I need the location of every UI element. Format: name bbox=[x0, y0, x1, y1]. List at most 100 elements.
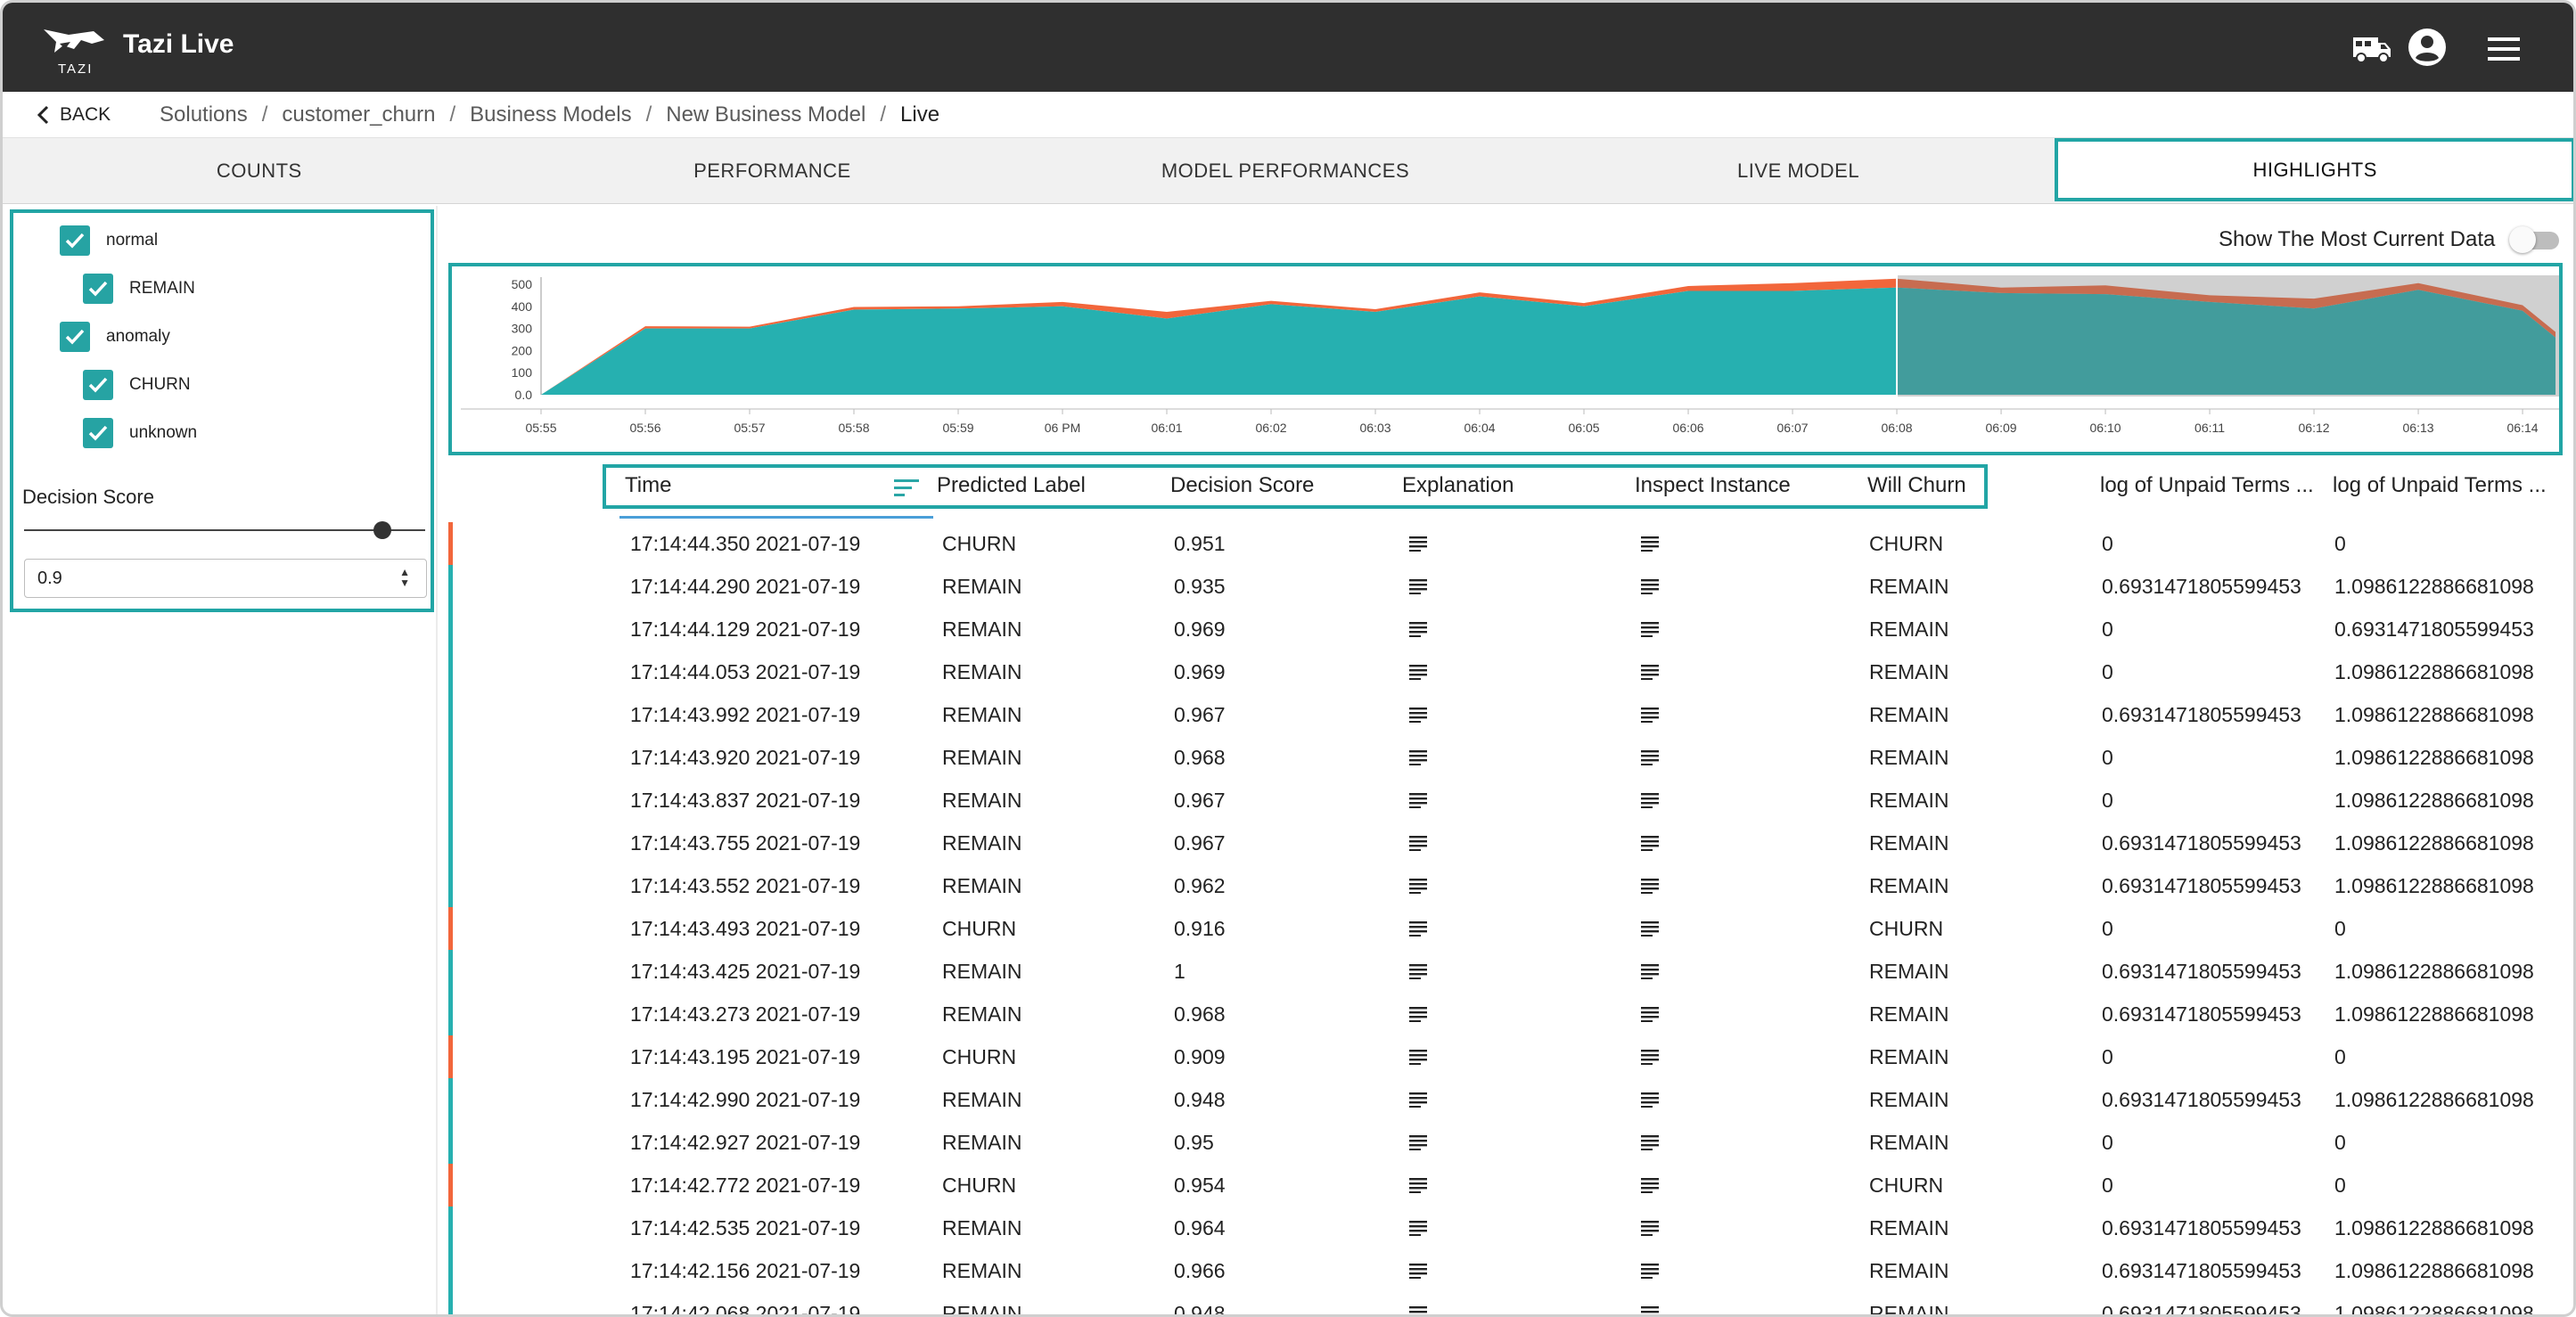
table-row[interactable]: 17:14:43.493 2021-07-19 CHURN 0.916 CHURN 0 0 bbox=[448, 907, 2573, 950]
explanation-icon[interactable] bbox=[1409, 1220, 1427, 1236]
timeline-chart[interactable]: 0.0 100 200 300 400 500 05:55 05:56 05:57 05:58 05… bbox=[448, 263, 2563, 455]
column-header-will-churn[interactable]: Will Churn bbox=[1867, 473, 1966, 497]
inspect-icon[interactable] bbox=[1641, 1092, 1659, 1108]
explanation-icon[interactable] bbox=[1409, 664, 1427, 680]
explanation-icon[interactable] bbox=[1409, 536, 1427, 552]
tab-highlights[interactable]: HIGHLIGHTS bbox=[2055, 138, 2573, 201]
explanation-icon[interactable] bbox=[1409, 707, 1427, 723]
inspect-icon[interactable] bbox=[1641, 878, 1659, 894]
inspect-icon[interactable] bbox=[1641, 963, 1659, 979]
inspect-icon[interactable] bbox=[1641, 1177, 1659, 1193]
table-row[interactable]: 17:14:44.053 2021-07-19 REMAIN 0.969 REMAIN… bbox=[448, 650, 2573, 693]
van-icon[interactable] bbox=[2350, 28, 2393, 70]
table-row[interactable]: 17:14:43.755 2021-07-19 REMAIN 0.967 REMAIN… bbox=[448, 822, 2573, 864]
breadcrumb-new-business-model[interactable]: New Business Model bbox=[666, 102, 866, 127]
decision-score-slider-track[interactable] bbox=[24, 529, 425, 531]
explanation-icon[interactable] bbox=[1409, 878, 1427, 894]
back-button[interactable]: BACK bbox=[37, 103, 111, 127]
inspect-icon[interactable] bbox=[1641, 621, 1659, 637]
explanation-icon[interactable] bbox=[1409, 963, 1427, 979]
explanation-icon[interactable] bbox=[1409, 1134, 1427, 1150]
table-row[interactable]: 17:14:44.350 2021-07-19 CHURN 0.951 CHURN 0 0 bbox=[448, 522, 2573, 565]
tab-counts[interactable]: COUNTS bbox=[216, 159, 302, 182]
column-header-decision-score[interactable]: Decision Score bbox=[1170, 473, 1315, 497]
table-row[interactable]: 17:14:42.990 2021-07-19 REMAIN 0.948 REMAIN… bbox=[448, 1078, 2573, 1121]
filter-unknown[interactable]: unknown bbox=[83, 418, 197, 448]
sort-icon[interactable] bbox=[892, 477, 921, 500]
filter-churn[interactable]: CHURN bbox=[83, 370, 191, 400]
column-header-inspect-instance[interactable]: Inspect Instance bbox=[1635, 473, 1791, 497]
column-header-explanation[interactable]: Explanation bbox=[1402, 473, 1514, 497]
inspect-icon[interactable] bbox=[1641, 749, 1659, 765]
column-header-log-unpaid-2[interactable]: log of Unpaid Terms ... bbox=[2333, 473, 2547, 497]
column-header-predicted-label[interactable]: Predicted Label bbox=[937, 473, 1086, 497]
filter-normal[interactable]: normal bbox=[60, 225, 158, 256]
filter-anomaly[interactable]: anomaly bbox=[60, 322, 170, 352]
inspect-icon[interactable] bbox=[1641, 578, 1659, 594]
table-row[interactable]: 17:14:44.290 2021-07-19 REMAIN 0.935 REMAIN… bbox=[448, 565, 2573, 608]
menu-icon[interactable] bbox=[2482, 28, 2525, 70]
table-row[interactable]: 17:14:42.156 2021-07-19 REMAIN 0.966 REMAIN… bbox=[448, 1249, 2573, 1292]
checkbox-unknown[interactable] bbox=[83, 418, 113, 448]
tazi-logo-icon bbox=[44, 29, 104, 53]
stepper-arrows-icon[interactable]: ▲ ▼ bbox=[399, 566, 410, 589]
breadcrumb-solutions[interactable]: Solutions bbox=[160, 102, 248, 127]
explanation-icon[interactable] bbox=[1409, 835, 1427, 851]
account-icon[interactable] bbox=[2406, 26, 2449, 69]
show-current-data-toggle-knob[interactable] bbox=[2509, 226, 2536, 253]
inspect-icon[interactable] bbox=[1641, 920, 1659, 937]
explanation-icon[interactable] bbox=[1409, 578, 1427, 594]
table-row[interactable]: 17:14:43.273 2021-07-19 REMAIN 0.968 REMAIN… bbox=[448, 993, 2573, 1035]
inspect-icon[interactable] bbox=[1641, 792, 1659, 808]
column-header-time[interactable]: Time bbox=[625, 473, 672, 497]
table-row[interactable]: 17:14:42.927 2021-07-19 REMAIN 0.95 REMAIN 0… bbox=[448, 1121, 2573, 1164]
breadcrumb-business-models[interactable]: Business Models bbox=[470, 102, 632, 127]
breadcrumb-customer-churn[interactable]: customer_churn bbox=[282, 102, 436, 127]
explanation-icon[interactable] bbox=[1409, 621, 1427, 637]
table-row[interactable]: 17:14:43.195 2021-07-19 CHURN 0.909 REMAIN 0… bbox=[448, 1035, 2573, 1078]
cell-decision-score: 0.909 bbox=[1174, 1045, 1226, 1068]
checkbox-normal[interactable] bbox=[60, 225, 90, 256]
table-row[interactable]: 17:14:43.837 2021-07-19 REMAIN 0.967 REMAIN… bbox=[448, 779, 2573, 822]
inspect-icon[interactable] bbox=[1641, 1220, 1659, 1236]
inspect-icon[interactable] bbox=[1641, 707, 1659, 723]
filter-remain[interactable]: REMAIN bbox=[83, 274, 195, 304]
check-icon bbox=[65, 329, 85, 345]
decision-score-input[interactable]: 0.9 ▲ ▼ bbox=[24, 559, 427, 598]
explanation-icon[interactable] bbox=[1409, 1177, 1427, 1193]
explanation-icon[interactable] bbox=[1409, 1263, 1427, 1279]
checkbox-anomaly[interactable] bbox=[60, 322, 90, 352]
table-row[interactable]: 17:14:44.129 2021-07-19 REMAIN 0.969 REMAIN… bbox=[448, 608, 2573, 650]
inspect-icon[interactable] bbox=[1641, 536, 1659, 552]
table-row[interactable]: 17:14:42.068 2021-07-19 REMAIN 0.948 REMAIN… bbox=[448, 1292, 2573, 1314]
checkbox-remain[interactable] bbox=[83, 274, 113, 304]
inspect-icon[interactable] bbox=[1641, 1006, 1659, 1022]
table-row[interactable]: 17:14:43.920 2021-07-19 REMAIN 0.968 REMAIN… bbox=[448, 736, 2573, 779]
cell-will-churn: REMAIN bbox=[1869, 1131, 1949, 1154]
explanation-icon[interactable] bbox=[1409, 1006, 1427, 1022]
explanation-icon[interactable] bbox=[1409, 1305, 1427, 1314]
explanation-icon[interactable] bbox=[1409, 749, 1427, 765]
inspect-icon[interactable] bbox=[1641, 1134, 1659, 1150]
explanation-icon[interactable] bbox=[1409, 920, 1427, 937]
decision-score-slider-handle[interactable] bbox=[373, 521, 391, 539]
tab-performance[interactable]: PERFORMANCE bbox=[693, 159, 851, 182]
table-row[interactable]: 17:14:43.992 2021-07-19 REMAIN 0.967 REMAIN… bbox=[448, 693, 2573, 736]
inspect-icon[interactable] bbox=[1641, 1049, 1659, 1065]
explanation-icon[interactable] bbox=[1409, 1092, 1427, 1108]
explanation-icon[interactable] bbox=[1409, 1049, 1427, 1065]
tab-live-model[interactable]: LIVE MODEL bbox=[1737, 159, 1860, 182]
explanation-icon[interactable] bbox=[1409, 792, 1427, 808]
table-row[interactable]: 17:14:43.425 2021-07-19 REMAIN 1 REMAIN 0.69… bbox=[448, 950, 2573, 993]
inspect-icon[interactable] bbox=[1641, 1305, 1659, 1314]
checkbox-churn[interactable] bbox=[83, 370, 113, 400]
table-row[interactable]: 17:14:42.772 2021-07-19 CHURN 0.954 CHURN 0 0 bbox=[448, 1164, 2573, 1207]
inspect-icon[interactable] bbox=[1641, 664, 1659, 680]
column-header-log-unpaid-1[interactable]: log of Unpaid Terms ... bbox=[2100, 473, 2314, 497]
table-row[interactable]: 17:14:42.535 2021-07-19 REMAIN 0.964 REMAIN… bbox=[448, 1207, 2573, 1249]
inspect-icon[interactable] bbox=[1641, 1263, 1659, 1279]
tab-model-performances[interactable]: MODEL PERFORMANCES bbox=[1161, 159, 1410, 182]
inspect-icon[interactable] bbox=[1641, 835, 1659, 851]
table-row[interactable]: 17:14:43.552 2021-07-19 REMAIN 0.962 REMAIN… bbox=[448, 864, 2573, 907]
